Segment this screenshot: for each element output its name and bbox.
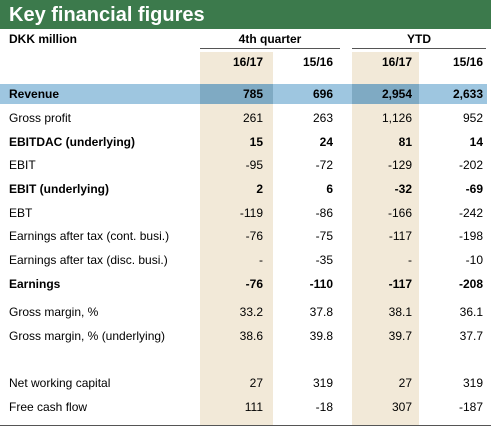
table-row: Revenue 785 696 2,954 2,633 bbox=[0, 85, 491, 103]
table-title: Key financial figures bbox=[9, 4, 205, 26]
row-label: EBT bbox=[9, 206, 33, 220]
row-value-cell: 14 bbox=[469, 135, 483, 149]
row-value-cell: -32 bbox=[394, 182, 412, 196]
revenue-highlight-ytd-cell bbox=[352, 84, 419, 104]
table-row: Gross profit 261 263 1,126 952 bbox=[0, 109, 491, 127]
row-value-cell: 24 bbox=[319, 135, 333, 149]
row-value-cell: 2,954 bbox=[381, 87, 412, 101]
column-header-ytd-prior: 15/16 bbox=[452, 55, 483, 69]
row-value-cell: -117 bbox=[388, 277, 412, 291]
row-value-cell: 696 bbox=[312, 87, 333, 101]
row-value-cell: 39.7 bbox=[388, 329, 412, 343]
row-label: Net working capital bbox=[9, 376, 111, 390]
row-value-cell: 15 bbox=[249, 135, 263, 149]
row-value-cell: - bbox=[408, 253, 412, 267]
table-row: Earnings after tax (disc. busi.) - -35 - -10 bbox=[0, 251, 491, 269]
row-value-cell: 37.7 bbox=[459, 329, 483, 343]
table-row: Earnings -76 -110 -117 -208 bbox=[0, 275, 491, 293]
row-value-cell: -202 bbox=[458, 158, 483, 172]
title-bar: Key financial figures bbox=[0, 0, 491, 30]
row-value-cell: 263 bbox=[312, 111, 333, 125]
row-value-cell: 111 bbox=[244, 400, 263, 414]
row-value-cell: 2,633 bbox=[452, 87, 483, 101]
group-header-quarter: 4th quarter bbox=[238, 32, 302, 46]
row-value-cell: 319 bbox=[462, 376, 483, 390]
row-value-cell: 39.8 bbox=[309, 329, 333, 343]
row-label: Free cash flow bbox=[9, 400, 88, 414]
revenue-row-highlight bbox=[0, 84, 487, 104]
row-label: Earnings after tax (disc. busi.) bbox=[9, 253, 168, 267]
row-value-cell: 37.8 bbox=[309, 305, 333, 319]
row-value-cell: -95 bbox=[245, 158, 263, 172]
quarter-current-column-shade bbox=[200, 52, 273, 426]
row-value-cell: -198 bbox=[458, 229, 483, 243]
row-value-cell: 27 bbox=[249, 376, 263, 390]
row-value-cell: -110 bbox=[309, 277, 333, 291]
group-underline-quarter bbox=[200, 48, 340, 49]
row-value-cell: 38.1 bbox=[388, 305, 412, 319]
revenue-highlight-quarter-cell bbox=[200, 84, 273, 104]
row-label: Earnings bbox=[9, 277, 61, 291]
row-value-cell: -119 bbox=[239, 206, 263, 220]
column-header-quarter-current: 16/17 bbox=[232, 55, 263, 69]
row-label: Gross margin, % (underlying) bbox=[9, 329, 166, 343]
row-value-cell: -187 bbox=[458, 400, 483, 414]
row-label: Gross profit bbox=[9, 111, 72, 125]
row-value-cell: - bbox=[259, 253, 263, 267]
row-value-cell: 33.2 bbox=[239, 305, 263, 319]
row-value-cell: -242 bbox=[458, 206, 483, 220]
column-header-ytd-current: 16/17 bbox=[381, 55, 412, 69]
row-value-cell: 27 bbox=[398, 376, 412, 390]
row-value-cell: -72 bbox=[315, 158, 333, 172]
group-underline-ytd bbox=[352, 48, 486, 49]
row-value-cell: 36.1 bbox=[459, 305, 483, 319]
row-value-cell: -129 bbox=[387, 158, 412, 172]
table-row: Net working capital 27 319 27 319 bbox=[0, 374, 491, 392]
row-value-cell: -10 bbox=[465, 253, 483, 267]
row-value-cell: -18 bbox=[315, 400, 333, 414]
row-value-cell: 1,126 bbox=[381, 111, 412, 125]
row-value-cell: 261 bbox=[242, 111, 263, 125]
title-divider bbox=[0, 29, 491, 30]
table-row: EBIT (underlying) 2 6 -32 -69 bbox=[0, 180, 491, 198]
row-value-cell: -35 bbox=[315, 253, 333, 267]
row-value-cell: 38.6 bbox=[239, 329, 263, 343]
row-value-cell: -117 bbox=[388, 229, 412, 243]
table-row: Gross margin, % (underlying) 38.6 39.8 39.7… bbox=[0, 327, 491, 345]
row-value-cell: 319 bbox=[312, 376, 333, 390]
row-value-cell: -166 bbox=[387, 206, 412, 220]
table-row: EBIT -95 -72 -129 -202 bbox=[0, 156, 491, 174]
row-label: Earnings after tax (cont. busi.) bbox=[9, 229, 170, 243]
table-row: EBITDAC (underlying) 15 24 81 14 bbox=[0, 133, 491, 151]
group-header-ytd: YTD bbox=[407, 32, 431, 46]
row-value-cell: -208 bbox=[458, 277, 483, 291]
column-header-quarter-prior: 15/16 bbox=[302, 55, 333, 69]
row-label: Revenue bbox=[9, 87, 60, 101]
row-value-cell: -69 bbox=[465, 182, 483, 196]
row-value-cell: -76 bbox=[245, 229, 263, 243]
row-value-cell: -75 bbox=[315, 229, 333, 243]
table-row: Free cash flow 111 -18 307 -187 bbox=[0, 398, 491, 416]
table-row: EBT -119 -86 -166 -242 bbox=[0, 204, 491, 222]
row-value-cell: 81 bbox=[398, 135, 412, 149]
row-value-cell: 307 bbox=[391, 400, 412, 414]
table-bottom-border bbox=[0, 425, 491, 426]
row-value-cell: 6 bbox=[326, 182, 333, 196]
row-label: Gross margin, % bbox=[9, 305, 99, 319]
unit-label: DKK million bbox=[9, 32, 77, 46]
row-label: EBIT (underlying) bbox=[9, 182, 109, 196]
row-value-cell: 2 bbox=[256, 182, 263, 196]
row-value-cell: 785 bbox=[242, 87, 263, 101]
row-label: EBITDAC (underlying) bbox=[9, 135, 135, 149]
table-row: Earnings after tax (cont. busi.) -76 -75 -1… bbox=[0, 227, 491, 245]
row-label: EBIT bbox=[9, 158, 36, 172]
table-row: Gross margin, % 33.2 37.8 38.1 36.1 bbox=[0, 303, 491, 321]
row-value-cell: -86 bbox=[315, 206, 333, 220]
ytd-current-column-shade bbox=[352, 52, 419, 426]
row-value-cell: 952 bbox=[462, 111, 483, 125]
row-value-cell: -76 bbox=[245, 277, 263, 291]
